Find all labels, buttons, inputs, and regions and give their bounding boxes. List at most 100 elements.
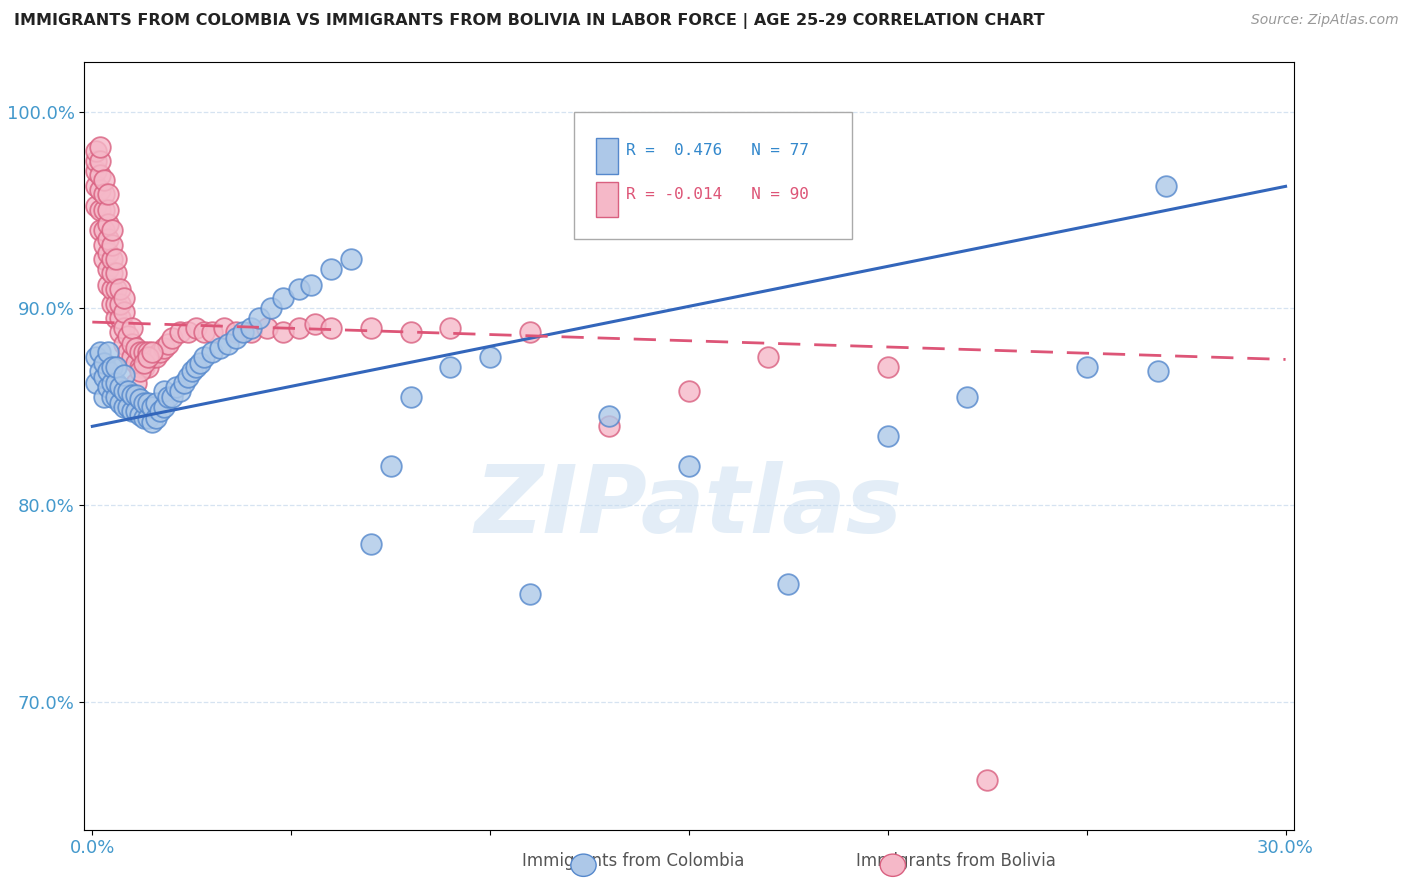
Point — [271, 325, 294, 339]
Point — [84, 153, 107, 168]
Point — [125, 341, 148, 355]
Point — [201, 325, 224, 339]
Point — [519, 586, 541, 600]
Point — [256, 321, 278, 335]
Point — [125, 356, 148, 370]
Point — [129, 408, 152, 422]
Point — [380, 458, 402, 473]
Point — [299, 277, 322, 292]
Point — [145, 411, 167, 425]
Point — [117, 384, 139, 398]
Point — [101, 360, 124, 375]
Point — [105, 297, 128, 311]
Point — [121, 351, 143, 365]
Point — [141, 344, 163, 359]
Point — [160, 331, 183, 345]
Point — [105, 390, 128, 404]
Point — [97, 344, 120, 359]
Point — [153, 384, 176, 398]
Point — [188, 356, 211, 370]
Point — [125, 388, 148, 402]
Point — [319, 321, 342, 335]
Point — [177, 370, 200, 384]
Point — [145, 351, 167, 365]
Point — [84, 144, 107, 158]
Point — [112, 321, 135, 335]
Point — [340, 252, 363, 267]
Point — [129, 364, 152, 378]
Point — [156, 390, 179, 404]
Point — [1147, 364, 1170, 378]
Point — [84, 351, 107, 365]
Point — [173, 376, 195, 390]
Point — [112, 292, 135, 306]
Point — [108, 325, 131, 339]
Point — [84, 199, 107, 213]
Point — [288, 282, 311, 296]
Point — [89, 153, 111, 168]
Point — [177, 325, 200, 339]
Point — [112, 384, 135, 398]
Point — [149, 344, 172, 359]
Point — [112, 400, 135, 414]
Point — [89, 183, 111, 197]
Point — [89, 344, 111, 359]
Point — [184, 360, 207, 375]
Point — [319, 262, 342, 277]
Point — [97, 246, 120, 260]
Point — [598, 419, 620, 434]
Point — [519, 325, 541, 339]
Point — [112, 305, 135, 319]
Point — [84, 179, 107, 194]
Point — [93, 390, 115, 404]
Point — [93, 252, 115, 267]
Point — [141, 351, 163, 365]
Point — [225, 331, 247, 345]
Point — [97, 232, 120, 246]
Point — [108, 380, 131, 394]
Point — [132, 360, 155, 375]
FancyBboxPatch shape — [574, 112, 852, 239]
Point — [778, 576, 800, 591]
Point — [1076, 360, 1098, 375]
Point — [101, 297, 124, 311]
Text: ZIPatlas: ZIPatlas — [475, 461, 903, 553]
Text: Source: ZipAtlas.com: Source: ZipAtlas.com — [1251, 13, 1399, 28]
Point — [598, 409, 620, 424]
Point — [108, 282, 131, 296]
Point — [145, 395, 167, 409]
Point — [132, 395, 155, 409]
Bar — [596, 138, 617, 174]
Point — [304, 317, 326, 331]
Point — [97, 202, 120, 217]
Point — [136, 351, 159, 365]
Point — [132, 411, 155, 425]
Point — [153, 341, 176, 355]
Point — [271, 292, 294, 306]
Point — [93, 202, 115, 217]
Point — [89, 168, 111, 182]
Point — [89, 202, 111, 217]
Point — [129, 360, 152, 375]
Point — [217, 336, 239, 351]
Point — [121, 336, 143, 351]
Point — [97, 187, 120, 202]
Point — [93, 187, 115, 202]
Point — [105, 376, 128, 390]
Point — [153, 400, 176, 414]
Point — [149, 403, 172, 417]
Point — [121, 321, 143, 335]
Point — [101, 238, 124, 252]
Point — [247, 311, 270, 326]
Point — [129, 344, 152, 359]
Point — [93, 222, 115, 236]
Point — [399, 325, 422, 339]
Point — [156, 336, 179, 351]
Point — [117, 400, 139, 414]
Text: R =  0.476   N = 77: R = 0.476 N = 77 — [626, 143, 808, 158]
Point — [97, 277, 120, 292]
Bar — [596, 182, 617, 218]
Point — [132, 344, 155, 359]
Point — [89, 140, 111, 154]
Point — [97, 262, 120, 277]
